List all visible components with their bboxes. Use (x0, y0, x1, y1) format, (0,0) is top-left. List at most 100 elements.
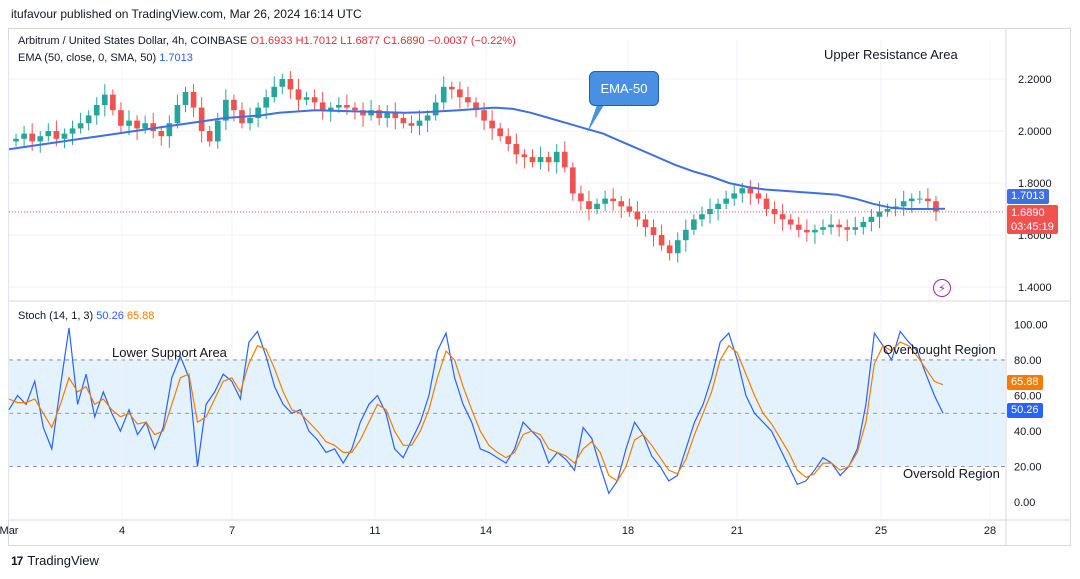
candle-body (174, 105, 181, 124)
candle-body (214, 120, 221, 142)
candle-body (61, 133, 68, 139)
price-tick-label: 2.2000 (1018, 74, 1052, 86)
time-tick-label: 18 (622, 525, 634, 537)
symbol-legend: Arbitrum / United States Dollar, 4h, COI… (18, 35, 516, 47)
ema-callout-text: EMA-50 (600, 81, 648, 96)
time-tick-label: Mar (0, 525, 19, 537)
candle-body (739, 188, 746, 194)
stoch-tick-label: 80.00 (1014, 355, 1042, 367)
candle-body (384, 112, 391, 118)
candle-body (376, 110, 382, 118)
time-tick-label: 7 (229, 525, 235, 537)
candle-body (190, 92, 197, 108)
candle-body (666, 245, 673, 254)
candle-body (45, 131, 52, 137)
candle-body (755, 193, 762, 199)
candle-body (747, 188, 754, 194)
candle-body (602, 198, 608, 204)
time-tick-label: 14 (480, 525, 492, 537)
candle-body (537, 157, 544, 163)
candle-body (126, 120, 132, 126)
candle-body (497, 128, 504, 137)
candle-body (344, 105, 350, 108)
candle-body (836, 224, 842, 228)
candle-body (852, 227, 859, 230)
candle-body (779, 214, 786, 220)
candle-body (723, 198, 729, 204)
ema-legend-value: 1.7013 (159, 52, 193, 64)
candle-body (271, 86, 278, 98)
ema50-line (8, 106, 946, 210)
tradingview-footer[interactable]: 17 TradingView (11, 553, 99, 568)
stoch-tick-label: 60.00 (1014, 390, 1042, 402)
candle-body (658, 235, 665, 246)
symbol-name[interactable]: Arbitrum / United States Dollar, 4h, COI… (18, 35, 248, 47)
candle-body (142, 123, 148, 129)
stoch-d-line (8, 341, 944, 482)
candle-body (231, 99, 237, 111)
stoch-legend[interactable]: Stoch (14, 1, 3) 50.26 65.88 (18, 310, 154, 322)
candle-body (674, 240, 681, 254)
candle-body (206, 131, 213, 142)
lower-support-label: Lower Support Area (112, 345, 227, 360)
candle-body (158, 131, 165, 137)
candle-body (360, 110, 366, 116)
candle-body (150, 123, 157, 131)
candle-body (529, 157, 536, 163)
time-tick-label: 25 (875, 525, 887, 537)
candle-body (85, 115, 92, 124)
candle-body (118, 110, 124, 126)
candle-body (860, 222, 867, 228)
candle-body (247, 118, 253, 124)
ohlc-high: H1.7012 (295, 35, 338, 47)
time-tick-label: 28 (984, 525, 996, 537)
lightning-icon[interactable]: ⚡ (933, 279, 951, 297)
ema-legend[interactable]: EMA (50, close, 0, SMA, 50) 1.7013 (18, 52, 193, 64)
candle-body (900, 201, 907, 207)
candle-body (691, 219, 697, 230)
candle-body (715, 203, 721, 209)
candle-body (642, 219, 649, 228)
ema-callout[interactable]: EMA-50 (589, 71, 659, 106)
price-tick-label: 1.4000 (1018, 282, 1052, 294)
candle-body (917, 198, 923, 200)
candle-body (481, 110, 487, 121)
last-price-value: 1.6890 (1011, 207, 1045, 219)
candle-body (650, 227, 657, 235)
candle-body (37, 136, 44, 142)
candle-body (707, 209, 713, 215)
candle-body (545, 157, 552, 163)
candle-body (335, 105, 342, 108)
candle-body (400, 118, 407, 124)
time-tick-label: 4 (119, 525, 125, 537)
candle-body (521, 154, 528, 157)
candle-body (513, 144, 520, 155)
stoch-k-value: 50.26 (96, 310, 124, 322)
stoch-k-badge: 50.26 (1007, 403, 1043, 418)
ema-price-badge: 1.7013 (1007, 189, 1049, 204)
candle-body (594, 203, 600, 209)
candle-body (166, 123, 173, 137)
ohlc-low: L1.6877 (340, 35, 381, 47)
candle-body (570, 167, 576, 194)
candle-body (473, 102, 479, 111)
candle-body (634, 211, 641, 220)
candle-body (319, 102, 326, 111)
stoch-legend-label: Stoch (14, 1, 3) (18, 310, 94, 322)
candle-body (21, 133, 27, 139)
stoch-tick-label: 40.00 (1014, 426, 1042, 438)
candle-body (828, 224, 834, 228)
candle-body (448, 86, 455, 90)
candle-body (699, 214, 705, 220)
stoch-k-line (8, 327, 944, 495)
candle-body (279, 79, 286, 87)
candle-body (908, 198, 915, 202)
candle-body (77, 123, 84, 129)
last-price-badge: 1.6890 03:45:19 (1007, 205, 1058, 234)
candle-body (820, 227, 826, 230)
candle-body (53, 131, 60, 139)
candle-body (101, 94, 108, 105)
candle-body (795, 224, 802, 230)
candle-body (578, 193, 584, 202)
